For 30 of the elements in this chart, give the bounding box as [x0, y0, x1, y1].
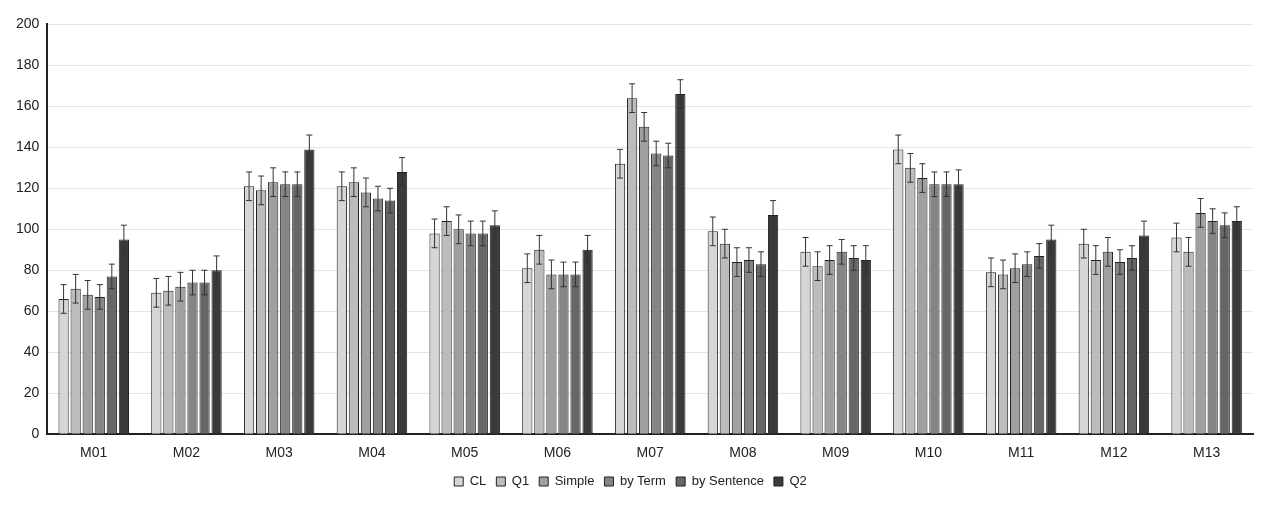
legend-label: Q1: [511, 473, 530, 489]
x-tick-label: M05: [451, 444, 479, 461]
legend-label: CL: [469, 473, 487, 489]
y-tick-label: 40: [23, 343, 40, 360]
x-tick-label: M08: [729, 444, 757, 461]
x-tick-label: M11: [1008, 444, 1035, 461]
x-tick-label: M09: [822, 444, 850, 461]
x-tick-label: M07: [636, 444, 665, 461]
x-tick-label: M10: [914, 444, 943, 461]
x-tick-label: M03: [265, 444, 294, 461]
y-tick-label: 160: [16, 97, 40, 114]
legend-label: Simple: [554, 473, 595, 489]
y-tick-label: 180: [16, 56, 40, 73]
legend-label: by Sentence: [691, 473, 764, 489]
y-tick-label: 80: [23, 261, 40, 278]
x-tick-label: M04: [358, 444, 386, 461]
y-tick-label: 20: [23, 384, 40, 401]
y-tick-label: 60: [23, 302, 40, 319]
x-tick-label: M06: [543, 444, 572, 461]
y-tick-label: 140: [16, 138, 40, 155]
x-tick-label: M12: [1100, 444, 1128, 461]
legend-label: by Term: [619, 473, 666, 489]
x-tick-label: M02: [172, 444, 201, 461]
y-tick-label: 200: [16, 15, 40, 32]
legend-label: Q2: [789, 473, 807, 489]
y-tick-label: 120: [16, 179, 40, 196]
y-tick-label: 100: [16, 220, 40, 237]
x-tick-label: M01: [80, 444, 108, 461]
x-tick-label: M13: [1193, 444, 1221, 461]
y-tick-label: 0: [31, 425, 40, 442]
